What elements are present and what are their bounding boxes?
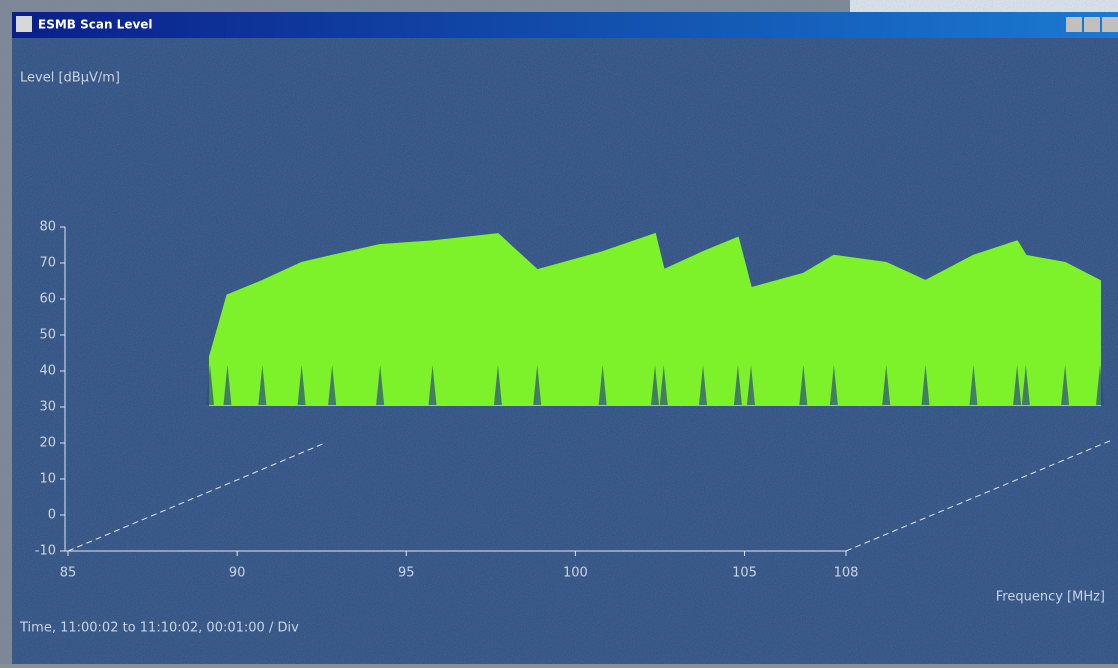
y-tick-label: 60	[39, 292, 56, 307]
title-bar	[12, 12, 1118, 38]
y-tick-label: 40	[39, 364, 56, 379]
x-tick-label: 105	[732, 566, 757, 581]
x-axis-label: Frequency [MHz]	[996, 590, 1105, 605]
x-tick-label: 90	[229, 566, 246, 581]
x-tick-label: 108	[834, 566, 859, 581]
close-button[interactable]	[1102, 17, 1118, 32]
y-tick-label: 30	[39, 400, 56, 415]
minimize-button[interactable]	[1066, 17, 1082, 32]
window-title: ESMB Scan Level	[38, 18, 153, 32]
x-tick-label: 95	[398, 566, 415, 581]
y-axis-label: Level [dBµV/m]	[20, 71, 120, 86]
maximize-button[interactable]	[1084, 17, 1100, 32]
screen: ESMB Scan Level Level [dBµV/m] Frequency…	[0, 0, 1118, 664]
time-label: Time, 11:00:02 to 11:10:02, 00:01:00 / D…	[19, 621, 299, 636]
x-tick-label: 85	[60, 566, 77, 581]
y-tick-label: -10	[35, 544, 56, 559]
desktop-strip	[850, 0, 1118, 12]
y-tick-label: 80	[39, 220, 56, 235]
y-tick-label: 50	[39, 328, 56, 343]
y-tick-label: 0	[48, 508, 56, 523]
y-tick-label: 10	[39, 472, 56, 487]
y-tick-label: 70	[39, 256, 56, 271]
y-tick-label: 20	[39, 436, 56, 451]
app-icon	[16, 16, 32, 32]
x-tick-label: 100	[563, 566, 588, 581]
